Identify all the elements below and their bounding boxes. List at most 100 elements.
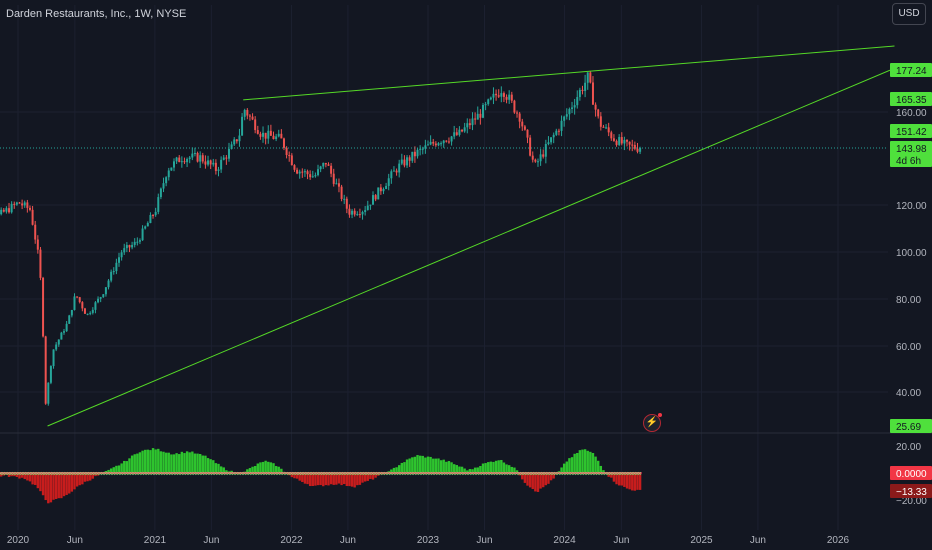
osc-bar (560, 467, 563, 473)
candle-body (358, 214, 361, 216)
candle-body (547, 142, 550, 145)
osc-bar (460, 466, 464, 473)
osc-bar (518, 473, 521, 476)
osc-cross-mark: × (64, 471, 68, 478)
osc-cross-mark: × (295, 471, 299, 478)
candle-body (518, 113, 521, 122)
candle-body (262, 132, 265, 137)
osc-bar (426, 456, 430, 473)
osc-cross-mark: × (609, 471, 613, 478)
osc-cross-mark: × (428, 471, 432, 478)
osc-bar (397, 465, 401, 473)
candle-body (406, 157, 409, 166)
candle-body (68, 315, 71, 324)
osc-bar (468, 469, 472, 473)
osc-bar (353, 473, 356, 488)
candle-body (440, 143, 443, 145)
osc-bar (290, 473, 294, 478)
osc-cross-mark: × (632, 471, 636, 478)
candle-body (348, 208, 351, 215)
osc-bar (193, 453, 197, 473)
osc-bar (222, 467, 225, 473)
osc-cross-mark: × (221, 471, 225, 478)
osc-bar (455, 465, 459, 473)
candle-body (510, 94, 513, 101)
osc-cross-mark: × (329, 471, 333, 478)
osc-bar (60, 473, 63, 499)
candle-body (42, 277, 45, 337)
candle-body (275, 136, 278, 140)
osc-cross-mark: × (206, 471, 210, 478)
osc-bar (248, 468, 252, 473)
candle-body (534, 159, 537, 162)
osc-bar (549, 473, 553, 481)
candle-body (217, 169, 220, 171)
osc-bar (151, 448, 155, 473)
candle-body (172, 161, 175, 168)
osc-cross-mark: × (596, 471, 600, 478)
candle-body (317, 169, 320, 176)
osc-cross-mark: × (300, 471, 304, 478)
osc-bar (209, 459, 212, 473)
candle-body (442, 140, 445, 144)
osc-cross-mark: × (127, 471, 131, 478)
osc-cross-mark: × (93, 471, 97, 478)
candle-body (57, 339, 60, 345)
osc-cross-mark: × (501, 471, 505, 478)
trend-line (243, 45, 895, 101)
osc-bar (159, 451, 163, 473)
osc-cross-mark: × (316, 471, 320, 478)
osc-bar (466, 470, 469, 473)
candle-body (392, 170, 395, 172)
price-label-box (890, 92, 932, 106)
osc-bar (75, 473, 79, 487)
osc-bar (434, 458, 438, 473)
osc-cross-mark: × (494, 471, 498, 478)
osc-cross-mark: × (397, 471, 401, 478)
osc-bar (88, 473, 92, 481)
osc-cross-mark: × (423, 471, 427, 478)
osc-bar (413, 456, 417, 473)
osc-cross-mark: × (12, 471, 16, 478)
lightning-icon[interactable]: ⚡ (643, 413, 662, 432)
osc-bar (253, 466, 257, 473)
candle-body (581, 89, 584, 91)
osc-bar (138, 452, 142, 473)
price-label: 151.42 (896, 127, 927, 138)
candle-body (458, 129, 461, 135)
osc-bar (10, 473, 13, 477)
osc-bar (49, 473, 53, 503)
candle-body (209, 160, 212, 165)
osc-bar (259, 462, 262, 473)
osc-cross-mark: × (161, 471, 165, 478)
currency-button[interactable]: USD (892, 3, 926, 25)
time-tick-label: Jun (340, 535, 356, 546)
candle-body (225, 157, 228, 159)
candle-body (49, 366, 52, 383)
osc-cross-mark: × (444, 471, 448, 478)
osc-bar (343, 473, 346, 485)
osc-bar (411, 457, 414, 473)
osc-cross-mark: × (357, 471, 361, 478)
osc-cross-mark: × (25, 471, 29, 478)
candle-body (18, 202, 21, 204)
osc-bar (65, 473, 68, 495)
osc-cross-mark: × (247, 471, 251, 478)
osc-cross-mark: × (266, 471, 270, 478)
osc-cross-mark: × (405, 471, 409, 478)
osc-cross-mark: × (326, 471, 330, 478)
osc-bar (36, 473, 40, 489)
candle-body (65, 323, 68, 332)
candle-body (193, 153, 196, 155)
osc-cross-mark: × (517, 471, 521, 478)
candle-body (267, 130, 270, 139)
osc-cross-mark: × (583, 471, 587, 478)
osc-bar (246, 469, 249, 473)
osc-cross-mark: × (80, 471, 84, 478)
osc-cross-mark: × (124, 471, 128, 478)
osc-cross-mark: × (200, 471, 204, 478)
candle-body (390, 171, 393, 179)
candle-body (560, 120, 563, 131)
osc-bar (2, 473, 5, 476)
